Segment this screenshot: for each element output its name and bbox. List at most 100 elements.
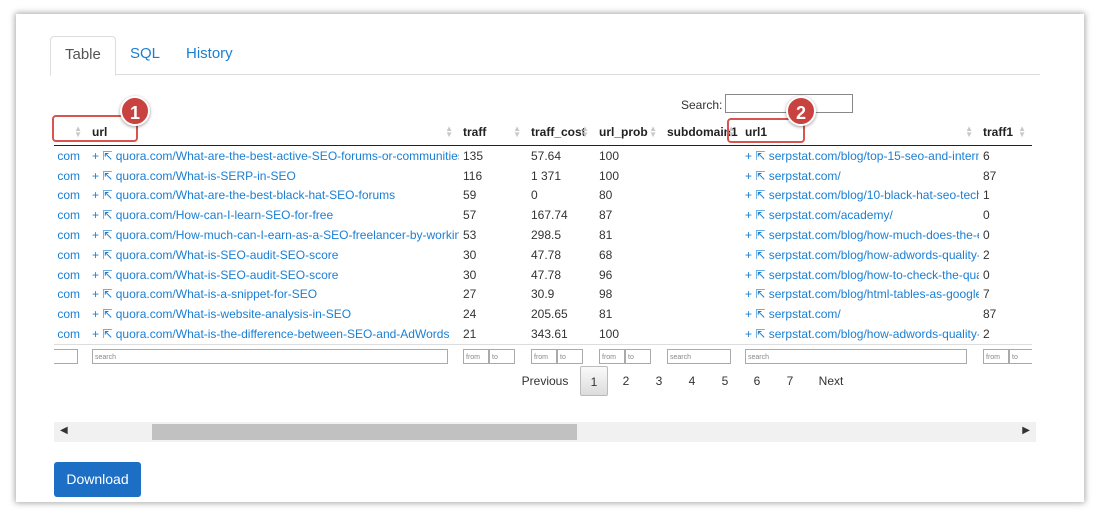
traff-cost-to-filter[interactable]: to xyxy=(557,348,583,364)
sort-icon[interactable]: ▲ ▼ xyxy=(445,124,453,139)
cell-link-text[interactable]: serpstat.com/academy/ xyxy=(768,208,893,223)
add-plus-icon[interactable]: + xyxy=(745,188,756,203)
add-plus-icon[interactable]: + xyxy=(745,247,756,262)
cell-url[interactable]: + ⇱ quora.com/What-are-the-best-active-S… xyxy=(88,146,459,166)
traff-cost-from-filter[interactable]: from xyxy=(531,348,557,364)
traff-from-filter[interactable]: from xyxy=(463,348,489,364)
cell-url[interactable]: + ⇱ quora.com/What-is-website-analysis-i… xyxy=(88,304,459,324)
external-link-icon[interactable]: ⇱ xyxy=(102,287,116,302)
scrollbar-thumb[interactable] xyxy=(152,424,577,440)
sort-icon[interactable]: ▲ ▼ xyxy=(74,124,82,139)
url-prob-from-filter[interactable]: from xyxy=(599,348,625,364)
external-link-icon[interactable]: ⇱ xyxy=(102,208,116,223)
add-plus-icon[interactable]: + xyxy=(92,168,103,183)
add-plus-icon[interactable]: + xyxy=(92,148,103,163)
cell-link-text[interactable]: serpstat.com/blog/how-adwords-quality-sc… xyxy=(768,247,979,262)
url-prob-to-filter[interactable]: to xyxy=(625,348,651,364)
external-link-icon[interactable]: ⇱ xyxy=(102,188,116,203)
sort-icon[interactable]: ▲ ▼ xyxy=(1018,124,1026,139)
external-link-icon[interactable]: ⇱ xyxy=(102,327,116,342)
filter-input[interactable] xyxy=(54,348,78,364)
subdomain1-search-filter[interactable]: search xyxy=(667,348,731,364)
cell-link-text[interactable]: serpstat.com/blog/how-adwords-quality-sc… xyxy=(768,327,979,342)
external-link-icon[interactable]: ⇱ xyxy=(755,327,769,342)
scroll-left-icon[interactable]: ◀ xyxy=(60,425,68,436)
scroll-right-icon[interactable]: ▶ xyxy=(1022,425,1030,436)
add-plus-icon[interactable]: + xyxy=(745,168,756,183)
column-header-url[interactable]: url ▲ ▼ xyxy=(88,119,459,146)
cell-url[interactable]: + ⇱ quora.com/How-can-I-learn-SEO-for-fr… xyxy=(88,205,459,225)
cell-url1[interactable]: + ⇱ serpstat.com/blog/how-adwords-qualit… xyxy=(741,324,979,344)
page-button-3[interactable]: 3 xyxy=(655,374,663,388)
cell-link-text[interactable]: quora.com/What-is-the-difference-between… xyxy=(115,327,450,342)
add-plus-icon[interactable]: + xyxy=(745,287,756,302)
cell-link-text[interactable]: serpstat.com/ xyxy=(768,168,841,183)
previous-page-button[interactable]: Previous xyxy=(521,374,569,388)
tab-history[interactable]: History xyxy=(186,45,233,62)
add-plus-icon[interactable]: + xyxy=(745,267,756,282)
page-button-6[interactable]: 6 xyxy=(753,374,761,388)
cell-link-text[interactable]: quora.com/What-is-SERP-in-SEO xyxy=(115,168,296,183)
external-link-icon[interactable]: ⇱ xyxy=(755,168,769,183)
cell-url1[interactable]: + ⇱ serpstat.com/academy/ xyxy=(741,205,979,225)
cell-link-text[interactable]: serpstat.com/blog/top-15-seo-and-interne… xyxy=(768,148,979,163)
cell-url[interactable]: + ⇱ quora.com/How-much-can-I-earn-as-a-S… xyxy=(88,225,459,245)
cell-url1[interactable]: + ⇱ serpstat.com/ xyxy=(741,166,979,186)
cell-link-text[interactable]: quora.com/How-much-can-I-earn-as-a-SEO-f… xyxy=(115,228,459,243)
add-plus-icon[interactable]: + xyxy=(745,208,756,223)
cell-url[interactable]: + ⇱ quora.com/What-is-SEO-audit-SEO-scor… xyxy=(88,245,459,265)
cell-link-text[interactable]: quora.com/How-can-I-learn-SEO-for-free xyxy=(115,208,334,223)
column-header-traff[interactable]: traff ▲ ▼ xyxy=(459,119,527,146)
cell-c0[interactable]: com xyxy=(57,247,80,262)
cell-c0[interactable]: com xyxy=(57,188,80,203)
cell-c0[interactable]: com xyxy=(57,228,80,243)
cell-link-text[interactable]: quora.com/What-is-SEO-audit-SEO-score xyxy=(115,267,339,282)
external-link-icon[interactable]: ⇱ xyxy=(755,307,769,322)
add-plus-icon[interactable]: + xyxy=(92,267,103,282)
add-plus-icon[interactable]: + xyxy=(92,208,103,223)
cell-url[interactable]: + ⇱ quora.com/What-is-a-snippet-for-SEO xyxy=(88,285,459,305)
cell-c0[interactable]: com xyxy=(57,307,80,322)
tab-table[interactable]: Table xyxy=(50,36,116,76)
cell-c0[interactable]: com xyxy=(57,327,80,342)
cell-link-text[interactable]: serpstat.com/blog/html-tables-as-google-… xyxy=(768,287,979,302)
cell-url1[interactable]: + ⇱ serpstat.com/blog/top-15-seo-and-int… xyxy=(741,146,979,166)
external-link-icon[interactable]: ⇱ xyxy=(755,148,769,163)
column-header-traff1[interactable]: traff1 ▲ ▼ xyxy=(979,119,1032,146)
add-plus-icon[interactable]: + xyxy=(745,228,756,243)
page-button-7[interactable]: 7 xyxy=(786,374,794,388)
cell-link-text[interactable]: quora.com/What-are-the-best-black-hat-SE… xyxy=(115,188,396,203)
page-button-2[interactable]: 2 xyxy=(622,374,630,388)
traff-to-filter[interactable]: to xyxy=(489,348,515,364)
cell-link-text[interactable]: quora.com/What-is-a-snippet-for-SEO xyxy=(115,287,318,302)
cell-link-text[interactable]: quora.com/What-are-the-best-active-SEO-f… xyxy=(115,148,459,163)
cell-link-text[interactable]: quora.com/What-is-SEO-audit-SEO-score xyxy=(115,247,339,262)
cell-url1[interactable]: + ⇱ serpstat.com/blog/html-tables-as-goo… xyxy=(741,285,979,305)
column-header-url_prob[interactable]: url_prob ▲ ▼ xyxy=(595,119,663,146)
traff1-from-filter[interactable]: from xyxy=(983,348,1009,364)
external-link-icon[interactable]: ⇱ xyxy=(755,188,769,203)
external-link-icon[interactable]: ⇱ xyxy=(755,208,769,223)
add-plus-icon[interactable]: + xyxy=(92,228,103,243)
external-link-icon[interactable]: ⇱ xyxy=(102,307,116,322)
external-link-icon[interactable]: ⇱ xyxy=(755,267,769,282)
cell-url[interactable]: + ⇱ quora.com/What-is-the-difference-bet… xyxy=(88,324,459,344)
url1-search-filter[interactable]: search xyxy=(745,348,967,364)
add-plus-icon[interactable]: + xyxy=(745,307,756,322)
cell-url1[interactable]: + ⇱ serpstat.com/blog/10-black-hat-seo-t… xyxy=(741,186,979,206)
cell-c0[interactable]: com xyxy=(57,208,80,223)
sort-icon[interactable]: ▲ ▼ xyxy=(513,124,521,139)
external-link-icon[interactable]: ⇱ xyxy=(102,148,116,163)
horizontal-scrollbar[interactable]: ◀ ▶ xyxy=(54,422,1036,442)
external-link-icon[interactable]: ⇱ xyxy=(102,228,116,243)
cell-c0[interactable]: com xyxy=(57,168,80,183)
add-plus-icon[interactable]: + xyxy=(92,327,103,342)
cell-url[interactable]: + ⇱ quora.com/What-is-SEO-audit-SEO-scor… xyxy=(88,265,459,285)
cell-url[interactable]: + ⇱ quora.com/What-are-the-best-black-ha… xyxy=(88,186,459,206)
cell-link-text[interactable]: serpstat.com/ xyxy=(768,307,841,322)
cell-link-text[interactable]: quora.com/What-is-website-analysis-in-SE… xyxy=(115,307,352,322)
cell-url1[interactable]: + ⇱ serpstat.com/ xyxy=(741,304,979,324)
cell-url[interactable]: + ⇱ quora.com/What-is-SERP-in-SEO xyxy=(88,166,459,186)
add-plus-icon[interactable]: + xyxy=(92,188,103,203)
cell-c0[interactable]: com xyxy=(57,287,80,302)
